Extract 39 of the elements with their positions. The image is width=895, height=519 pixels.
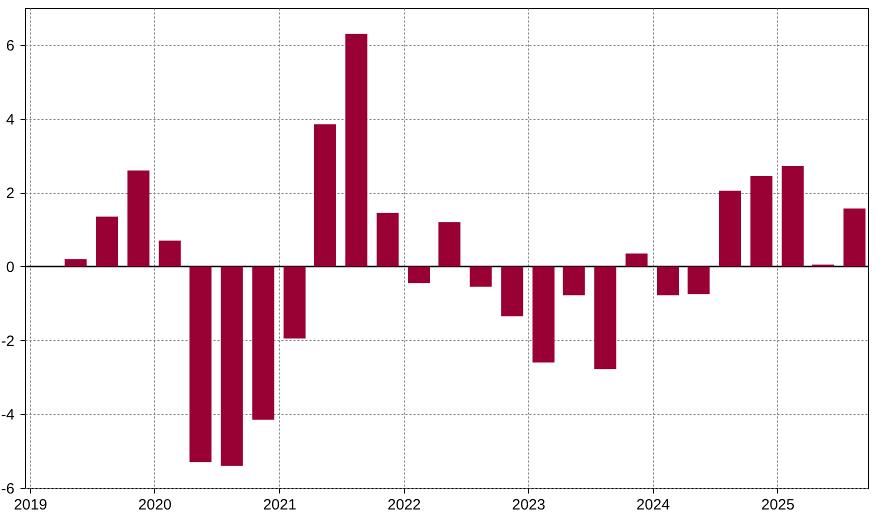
bar [626, 254, 648, 266]
bar [470, 266, 492, 287]
x-tick-label: 2019 [14, 496, 48, 514]
bar [408, 266, 430, 284]
bar [782, 166, 804, 266]
y-tick-label: -2 [1, 332, 14, 350]
bar [562, 266, 585, 296]
y-tick-label: 0 [6, 258, 14, 276]
x-tick-label: 2022 [388, 496, 421, 514]
y-tick-label: 2 [6, 185, 14, 202]
x-tick-label: 2024 [636, 496, 670, 514]
bar [750, 176, 772, 266]
bar [284, 266, 306, 338]
bar [719, 190, 742, 266]
x-tick-label: 2023 [512, 496, 546, 514]
y-tick-label: 6 [6, 37, 14, 54]
bar [220, 266, 243, 466]
y-tick-label: 4 [6, 111, 14, 128]
y-tick-label: -4 [1, 406, 14, 424]
bar [158, 240, 181, 266]
bar [96, 216, 118, 266]
x-tick-label: 2021 [263, 496, 296, 514]
bar [189, 266, 212, 462]
bar [376, 212, 399, 266]
bar [252, 266, 274, 420]
x-tick-label: 2025 [761, 496, 795, 514]
bar [314, 124, 336, 266]
y-tick-label: -6 [1, 480, 14, 498]
bar [501, 266, 524, 316]
bar [127, 170, 150, 266]
bar [594, 266, 616, 370]
x-tick-label: 2020 [138, 496, 172, 514]
bar [438, 222, 460, 266]
bar [345, 34, 368, 266]
bar [656, 266, 679, 296]
bar [64, 259, 87, 266]
bar [532, 266, 555, 362]
bar [688, 266, 710, 294]
bar [843, 208, 866, 266]
